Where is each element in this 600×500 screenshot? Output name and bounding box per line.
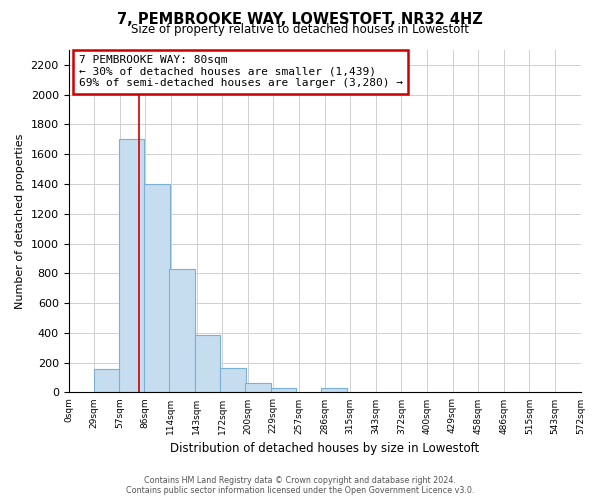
Text: Size of property relative to detached houses in Lowestoft: Size of property relative to detached ho…: [131, 22, 469, 36]
Text: 7 PEMBROOKE WAY: 80sqm
← 30% of detached houses are smaller (1,439)
69% of semi-: 7 PEMBROOKE WAY: 80sqm ← 30% of detached…: [79, 55, 403, 88]
Y-axis label: Number of detached properties: Number of detached properties: [15, 134, 25, 309]
Bar: [195, 335, 220, 392]
Bar: [321, 388, 347, 392]
Bar: [220, 368, 246, 392]
Bar: [245, 383, 271, 392]
Bar: [119, 140, 145, 392]
X-axis label: Distribution of detached houses by size in Lowestoft: Distribution of detached houses by size …: [170, 442, 479, 455]
Bar: [271, 388, 296, 392]
Bar: [145, 184, 170, 392]
Bar: [169, 269, 195, 392]
Text: Contains HM Land Registry data © Crown copyright and database right 2024.
Contai: Contains HM Land Registry data © Crown c…: [126, 476, 474, 495]
Bar: [94, 370, 120, 392]
Text: 7, PEMBROOKE WAY, LOWESTOFT, NR32 4HZ: 7, PEMBROOKE WAY, LOWESTOFT, NR32 4HZ: [117, 12, 483, 28]
